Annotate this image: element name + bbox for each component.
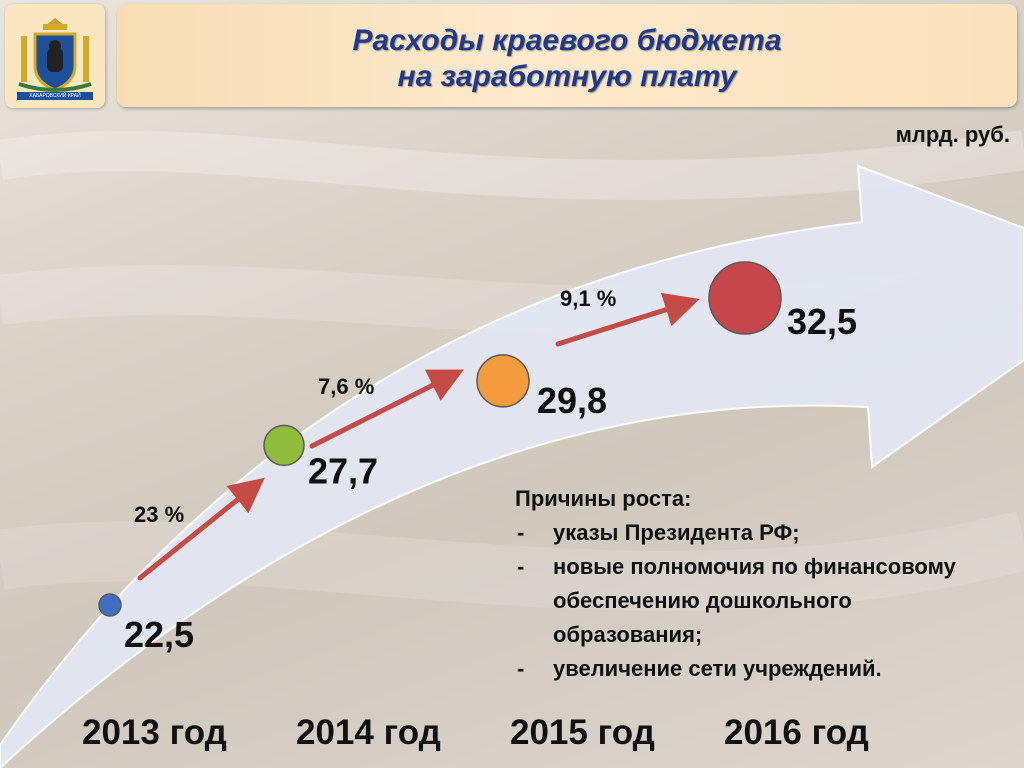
data-point-marker xyxy=(708,261,782,335)
data-point-marker xyxy=(98,593,122,617)
title-banner: Расходы краевого бюджета на заработную п… xyxy=(117,4,1017,107)
data-value-label: 22,5 xyxy=(124,614,194,655)
x-tick-label: 2016 год xyxy=(724,713,869,752)
growth-label: 7,6 % xyxy=(318,374,374,399)
data-point-marker xyxy=(476,354,530,408)
logo-caption: ХАБАРОВСКИЙ КРАЙ xyxy=(29,93,81,99)
data-value-label: 29,8 xyxy=(537,380,607,421)
growth-arrow xyxy=(137,477,265,581)
growth-reasons: Причины роста: указы Президента РФ; новы… xyxy=(515,482,995,686)
growth-arrow xyxy=(555,292,700,347)
data-value-label: 32,5 xyxy=(787,301,857,342)
growth-label: 23 % xyxy=(134,502,184,527)
growth-label: 9,1 % xyxy=(560,286,616,311)
data-value-label: 27,7 xyxy=(308,450,378,491)
reason-item: новые полномочия по финансовому обеспече… xyxy=(515,550,995,652)
reason-item: указы Президента РФ; xyxy=(515,516,995,550)
x-tick-label: 2015 год xyxy=(510,713,655,752)
growth-arrow xyxy=(309,369,464,449)
reasons-heading: Причины роста: xyxy=(515,486,692,511)
x-tick-label: 2014 год xyxy=(296,713,441,752)
unit-label: млрд. руб. xyxy=(895,122,1010,147)
x-tick-label: 2013 год xyxy=(82,713,227,752)
title-line-1: Расходы краевого бюджета xyxy=(352,24,782,57)
data-point-marker xyxy=(263,424,305,467)
reasons-list: указы Президента РФ; новые полномочия по… xyxy=(515,516,995,686)
coat-of-arms-logo: ХАБАРОВСКИЙ КРАЙ xyxy=(5,4,105,108)
title-line-2: на заработную плату xyxy=(397,60,737,93)
reason-item: увеличение сети учреждений. xyxy=(515,652,995,686)
